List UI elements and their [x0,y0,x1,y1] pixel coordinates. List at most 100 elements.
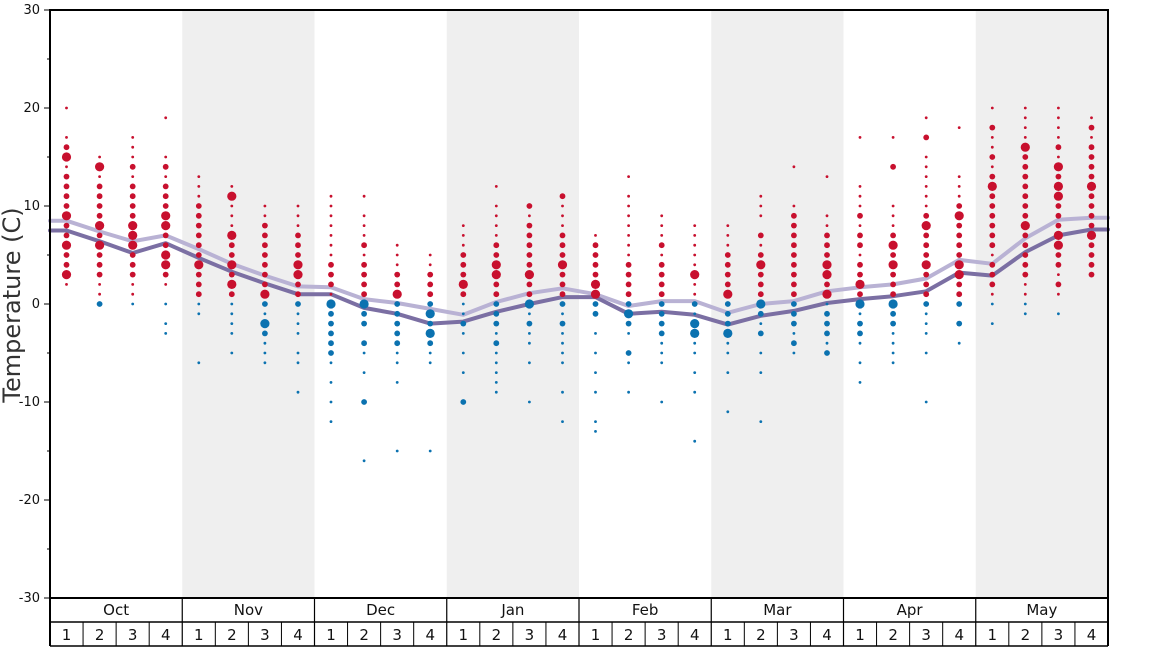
data-point [326,299,336,309]
data-point [660,400,664,404]
data-point [825,302,829,306]
data-point [924,312,928,316]
data-point [228,271,235,278]
data-point [990,322,994,325]
data-point [361,310,367,317]
data-point [1057,312,1060,316]
data-point [561,390,564,394]
data-point [1020,142,1030,152]
data-point [858,381,862,384]
data-point [1057,136,1060,139]
data-point [131,292,135,296]
data-point [855,299,865,309]
data-point [891,224,895,228]
data-point [824,281,830,288]
data-point [857,320,863,327]
data-point [461,332,465,335]
data-point [458,279,468,289]
data-point [494,351,498,355]
data-point [857,212,863,219]
week-label: 1 [459,626,469,644]
data-point [194,260,204,270]
data-point [227,191,237,201]
week-label: 3 [789,626,799,644]
data-point [460,261,467,268]
data-point [592,310,599,317]
data-point [425,309,435,319]
data-point [1022,163,1029,170]
data-point [162,183,169,190]
week-label: 3 [921,626,931,644]
data-point [395,449,399,453]
data-point [592,271,599,278]
data-point [989,242,996,249]
data-point [296,361,300,365]
data-point [131,302,135,306]
data-point [792,332,796,335]
data-point [723,289,733,299]
data-point [724,301,731,307]
week-label: 1 [591,626,601,644]
data-point [195,232,202,239]
data-point [195,291,202,298]
data-point [526,320,533,327]
data-point [197,312,201,316]
data-point [260,319,270,329]
data-point [693,371,697,374]
data-point [627,332,630,335]
data-point [658,242,665,249]
data-point [494,214,498,218]
data-point [461,351,465,355]
data-point [989,232,996,239]
data-point [693,390,697,394]
data-point [757,232,764,239]
data-point [293,270,303,280]
week-label: 1 [326,626,336,644]
data-point [128,240,138,250]
data-point [561,214,564,218]
data-point [526,232,533,239]
data-point [493,320,500,327]
y-tick-label: 20 [23,101,40,116]
data-point [526,242,533,249]
data-point [990,302,994,306]
data-point [65,165,68,169]
data-point [164,322,168,325]
data-point [923,212,930,219]
data-point [61,270,72,280]
data-point [891,341,895,345]
data-point [858,361,862,365]
data-point [63,222,70,229]
month-band [182,10,315,598]
data-point [493,301,500,307]
data-point [990,253,994,257]
y-tick-label: 0 [32,297,40,312]
data-point [63,252,70,258]
data-point [528,400,531,404]
data-point [1053,162,1063,172]
data-point [361,261,367,268]
data-point [990,106,994,110]
data-point [96,301,103,307]
data-point [460,291,467,298]
month-label: Mar [763,601,792,619]
data-point [329,400,333,404]
data-point [528,332,531,335]
data-point [557,260,568,270]
data-point [1023,116,1027,120]
data-point [724,310,731,317]
data-point [594,332,597,335]
data-point [1055,222,1062,229]
data-point [660,351,664,355]
data-point [131,283,135,286]
plot-frame [49,9,1109,599]
data-point [594,430,597,433]
temperature-lines [48,215,1110,327]
data-point [61,211,72,221]
data-point [1023,136,1027,139]
data-point [164,116,168,120]
data-point [858,341,862,345]
data-point [230,351,234,355]
data-point [164,155,168,159]
data-point [693,341,697,345]
